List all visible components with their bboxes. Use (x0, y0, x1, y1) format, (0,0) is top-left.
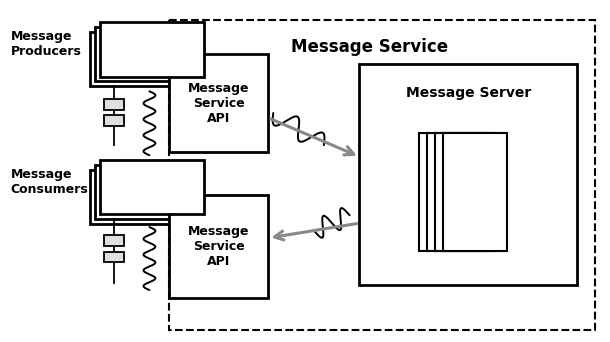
Bar (104, 99, 124, 109)
Bar (359, 64, 578, 285)
Bar (443, 133, 507, 251)
Text: Message
Consumers: Message Consumers (11, 168, 88, 196)
Bar (104, 235, 124, 246)
Text: Message
Service
API: Message Service API (188, 225, 249, 268)
Text: Message
Producers: Message Producers (11, 30, 82, 58)
Bar (169, 54, 268, 152)
Bar (95, 27, 199, 81)
Bar (90, 32, 194, 87)
Bar (427, 133, 491, 251)
Bar (169, 195, 268, 298)
Bar (100, 160, 204, 214)
Bar (104, 252, 124, 263)
Bar (104, 115, 124, 126)
Text: Message Server: Message Server (406, 86, 531, 100)
Bar (100, 23, 204, 77)
Text: Message
Service
API: Message Service API (188, 82, 249, 124)
Bar (435, 133, 499, 251)
Bar (419, 133, 483, 251)
Bar (90, 170, 194, 224)
Bar (169, 21, 595, 330)
Bar (95, 165, 199, 219)
Text: Message Service: Message Service (291, 38, 448, 56)
